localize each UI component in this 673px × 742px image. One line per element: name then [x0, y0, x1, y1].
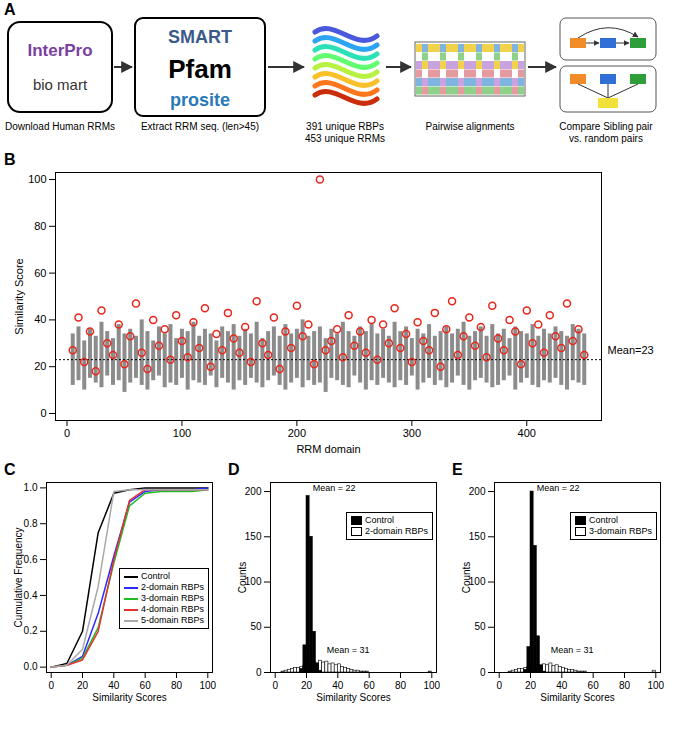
svg-text:60: 60 [34, 267, 46, 279]
html-text:2-domain RBPs: 2-domain RBPs [141, 582, 204, 592]
svg-text:0: 0 [40, 407, 46, 419]
svg-text:0.6: 0.6 [24, 554, 38, 565]
svg-text:60: 60 [588, 680, 600, 691]
svg-text:400: 400 [518, 427, 536, 439]
svg-text:40: 40 [34, 313, 46, 325]
svg-text:1.0: 1.0 [24, 482, 38, 493]
svg-text:100: 100 [647, 680, 664, 691]
svg-text:100: 100 [199, 680, 216, 691]
svg-text:150: 150 [469, 531, 486, 542]
html-text:3-domain RBPs: 3-domain RBPs [141, 593, 204, 603]
html-text:2-domain RBPs: 2-domain RBPs [365, 526, 428, 536]
svg-text:SMART: SMART [168, 27, 232, 47]
svg-text:80: 80 [34, 220, 46, 232]
svg-text:0: 0 [64, 427, 70, 439]
svg-text:100: 100 [173, 427, 191, 439]
svg-text:0: 0 [480, 667, 486, 678]
svg-text:200: 200 [288, 427, 306, 439]
svg-text:100: 100 [244, 576, 262, 588]
html-text:Control: Control [365, 515, 394, 525]
svg-text:Similarity Score: Similarity Score [13, 258, 25, 334]
html-text:A: A [4, 1, 16, 18]
svg-text:100: 100 [468, 576, 486, 588]
html-text:E: E [452, 461, 463, 478]
svg-text:0: 0 [256, 667, 262, 678]
svg-text:RRM domain: RRM domain [296, 443, 360, 455]
html-text:Control: Control [141, 571, 170, 581]
svg-text:Mean = 31: Mean = 31 [551, 645, 594, 655]
svg-text:100: 100 [28, 173, 46, 185]
html-text:4-domain RBPs: 4-domain RBPs [141, 604, 204, 614]
svg-text:Mean = 31: Mean = 31 [327, 645, 370, 655]
svg-text:100: 100 [423, 680, 440, 691]
svg-text:40: 40 [332, 680, 344, 691]
svg-text:Mean = 22: Mean = 22 [313, 483, 356, 493]
svg-text:200: 200 [469, 486, 486, 497]
svg-text:80: 80 [619, 680, 631, 691]
svg-text:0.4: 0.4 [24, 590, 38, 601]
svg-text:0.2: 0.2 [24, 625, 38, 636]
svg-text:Counts: Counts [237, 562, 248, 594]
svg-text:80: 80 [171, 680, 183, 691]
svg-text:20: 20 [525, 680, 537, 691]
svg-text:20: 20 [34, 360, 46, 372]
svg-text:0.0: 0.0 [24, 661, 38, 672]
svg-text:Mean = 22: Mean = 22 [537, 483, 580, 493]
svg-text:Mean=23: Mean=23 [608, 344, 654, 356]
svg-text:Counts: Counts [461, 562, 472, 594]
svg-text:Compare Sibling pair: Compare Sibling pair [559, 121, 653, 132]
html-text:B: B [4, 151, 16, 168]
svg-text:Similarity Scores: Similarity Scores [316, 692, 390, 703]
svg-text:391 unique RBPs: 391 unique RBPs [306, 121, 384, 132]
svg-text:0: 0 [272, 680, 278, 691]
svg-text:bio mart: bio mart [33, 76, 88, 93]
svg-text:prosite: prosite [170, 90, 230, 110]
svg-text:0: 0 [496, 680, 502, 691]
svg-text:Similarity Scores: Similarity Scores [540, 692, 614, 703]
svg-text:80: 80 [395, 680, 407, 691]
svg-text:453 unique RRMs: 453 unique RRMs [305, 133, 385, 144]
svg-text:Pairwise alignments: Pairwise alignments [426, 121, 515, 132]
svg-text:Cumulative Frequency: Cumulative Frequency [13, 527, 24, 627]
svg-text:60: 60 [364, 680, 376, 691]
svg-text:vs. random pairs: vs. random pairs [569, 133, 643, 144]
svg-text:200: 200 [245, 486, 262, 497]
svg-text:60: 60 [140, 680, 152, 691]
svg-text:300: 300 [403, 427, 421, 439]
svg-text:0: 0 [48, 680, 54, 691]
html-text:Control: Control [589, 515, 618, 525]
svg-text:50: 50 [474, 621, 486, 632]
svg-text:40: 40 [556, 680, 568, 691]
svg-text:Download Human RRMs: Download Human RRMs [5, 121, 115, 132]
svg-text:150: 150 [245, 531, 262, 542]
svg-text:InterPro: InterPro [27, 41, 92, 60]
svg-text:20: 20 [301, 680, 313, 691]
html-text:5-domain RBPs: 5-domain RBPs [141, 615, 204, 625]
html-text:3-domain RBPs: 3-domain RBPs [589, 526, 652, 536]
svg-text:0.8: 0.8 [24, 518, 38, 529]
svg-text:20: 20 [77, 680, 89, 691]
svg-text:50: 50 [250, 621, 262, 632]
html-text:D: D [228, 461, 240, 478]
html-text:C: C [4, 461, 16, 478]
svg-text:Pfam: Pfam [168, 54, 232, 84]
svg-text:Similarity Scores: Similarity Scores [92, 692, 166, 703]
svg-text:40: 40 [108, 680, 120, 691]
svg-text:Extract RRM seq. (len>45): Extract RRM seq. (len>45) [141, 121, 259, 132]
